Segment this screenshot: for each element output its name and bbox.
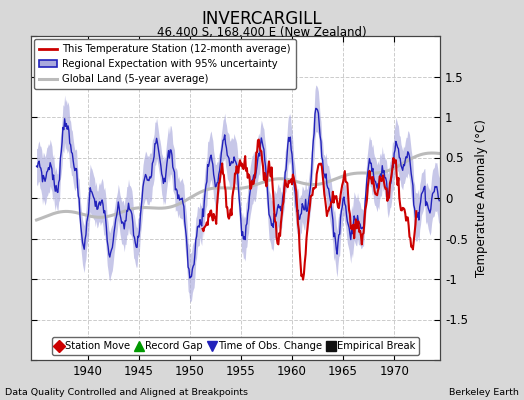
Text: Berkeley Earth: Berkeley Earth	[449, 388, 519, 397]
Text: Data Quality Controlled and Aligned at Breakpoints: Data Quality Controlled and Aligned at B…	[5, 388, 248, 397]
Text: INVERCARGILL: INVERCARGILL	[202, 10, 322, 28]
Y-axis label: Temperature Anomaly (°C): Temperature Anomaly (°C)	[475, 119, 488, 277]
Text: 46.400 S, 168.400 E (New Zealand): 46.400 S, 168.400 E (New Zealand)	[157, 26, 367, 39]
Legend: Station Move, Record Gap, Time of Obs. Change, Empirical Break: Station Move, Record Gap, Time of Obs. C…	[52, 337, 419, 355]
